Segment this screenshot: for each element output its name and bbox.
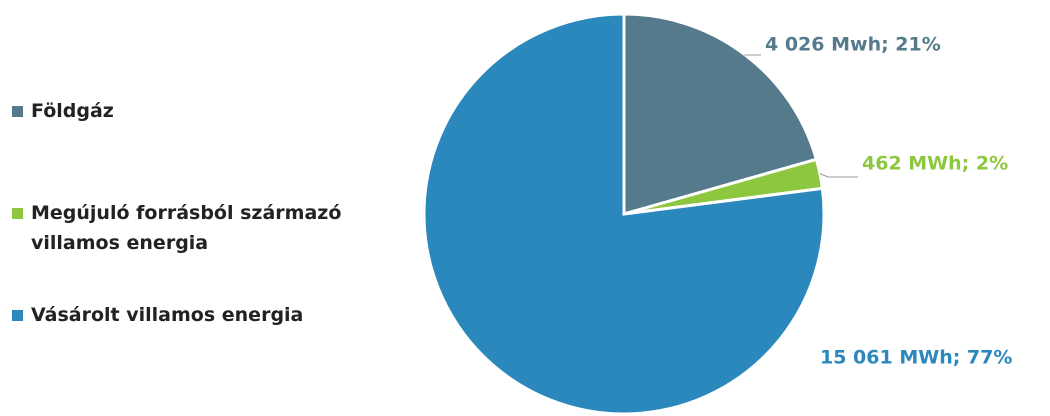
legend-swatch: [12, 106, 23, 117]
pie-slice: [422, 12, 826, 416]
data-label: 4 026 Mwh; 21%: [765, 34, 941, 56]
data-label: 462 MWh; 2%: [862, 153, 1008, 175]
legend-swatch: [12, 208, 23, 219]
legend-swatch: [12, 310, 23, 321]
data-label: 15 061 MWh; 77%: [820, 347, 1012, 369]
pie-slice: [622, 12, 819, 216]
legend-label: Megújuló forrásból származó villamos ene…: [31, 202, 342, 254]
leader-line: [744, 54, 761, 56]
legend-item: Vásárolt villamos energia: [12, 300, 361, 330]
legend-item: Földgáz: [12, 96, 361, 126]
legend-label: Vásárolt villamos energia: [31, 304, 304, 326]
legend-label: Földgáz: [31, 100, 114, 122]
legend-item: Megújuló forrásból származó villamos ene…: [12, 198, 361, 258]
leader-line: [819, 173, 858, 178]
